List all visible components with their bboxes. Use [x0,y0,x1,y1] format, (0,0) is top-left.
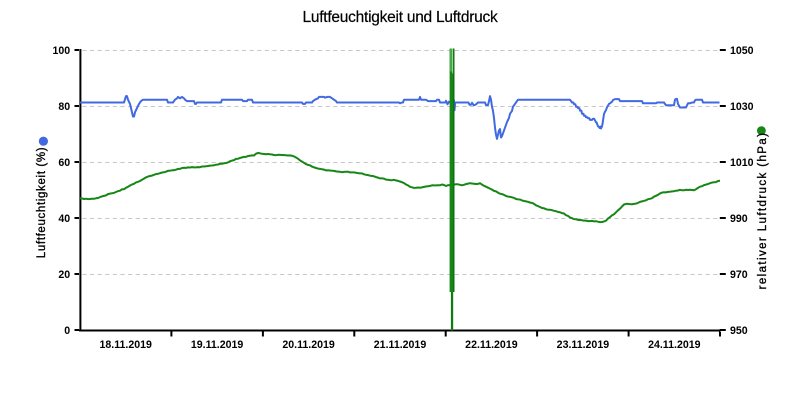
svg-text:60: 60 [58,157,70,169]
svg-text:24.11.2019: 24.11.2019 [648,339,701,351]
svg-text:80: 80 [58,101,70,113]
svg-text:21.11.2019: 21.11.2019 [374,339,427,351]
svg-text:100: 100 [53,45,71,57]
svg-text:22.11.2019: 22.11.2019 [465,339,518,351]
svg-text:0: 0 [64,325,70,337]
svg-text:1050: 1050 [730,45,754,57]
svg-text:40: 40 [58,213,70,225]
svg-text:20.11.2019: 20.11.2019 [282,339,335,351]
svg-text:1010: 1010 [730,157,754,169]
svg-text:19.11.2019: 19.11.2019 [191,339,244,351]
svg-text:23.11.2019: 23.11.2019 [557,339,610,351]
svg-text:990: 990 [730,213,748,225]
svg-text:relativer Luftdruck (hPa): relativer Luftdruck (hPa) [757,132,769,290]
svg-text:Luftfeuchtigkeit und Luftdruck: Luftfeuchtigkeit und Luftdruck [303,9,498,26]
svg-text:18.11.2019: 18.11.2019 [99,339,152,351]
svg-text:1030: 1030 [730,101,754,113]
svg-text:970: 970 [730,269,748,281]
svg-text:Luftfeuchtigkeit (%): Luftfeuchtigkeit (%) [36,147,48,258]
svg-text:20: 20 [58,269,70,281]
svg-text:950: 950 [730,325,748,337]
